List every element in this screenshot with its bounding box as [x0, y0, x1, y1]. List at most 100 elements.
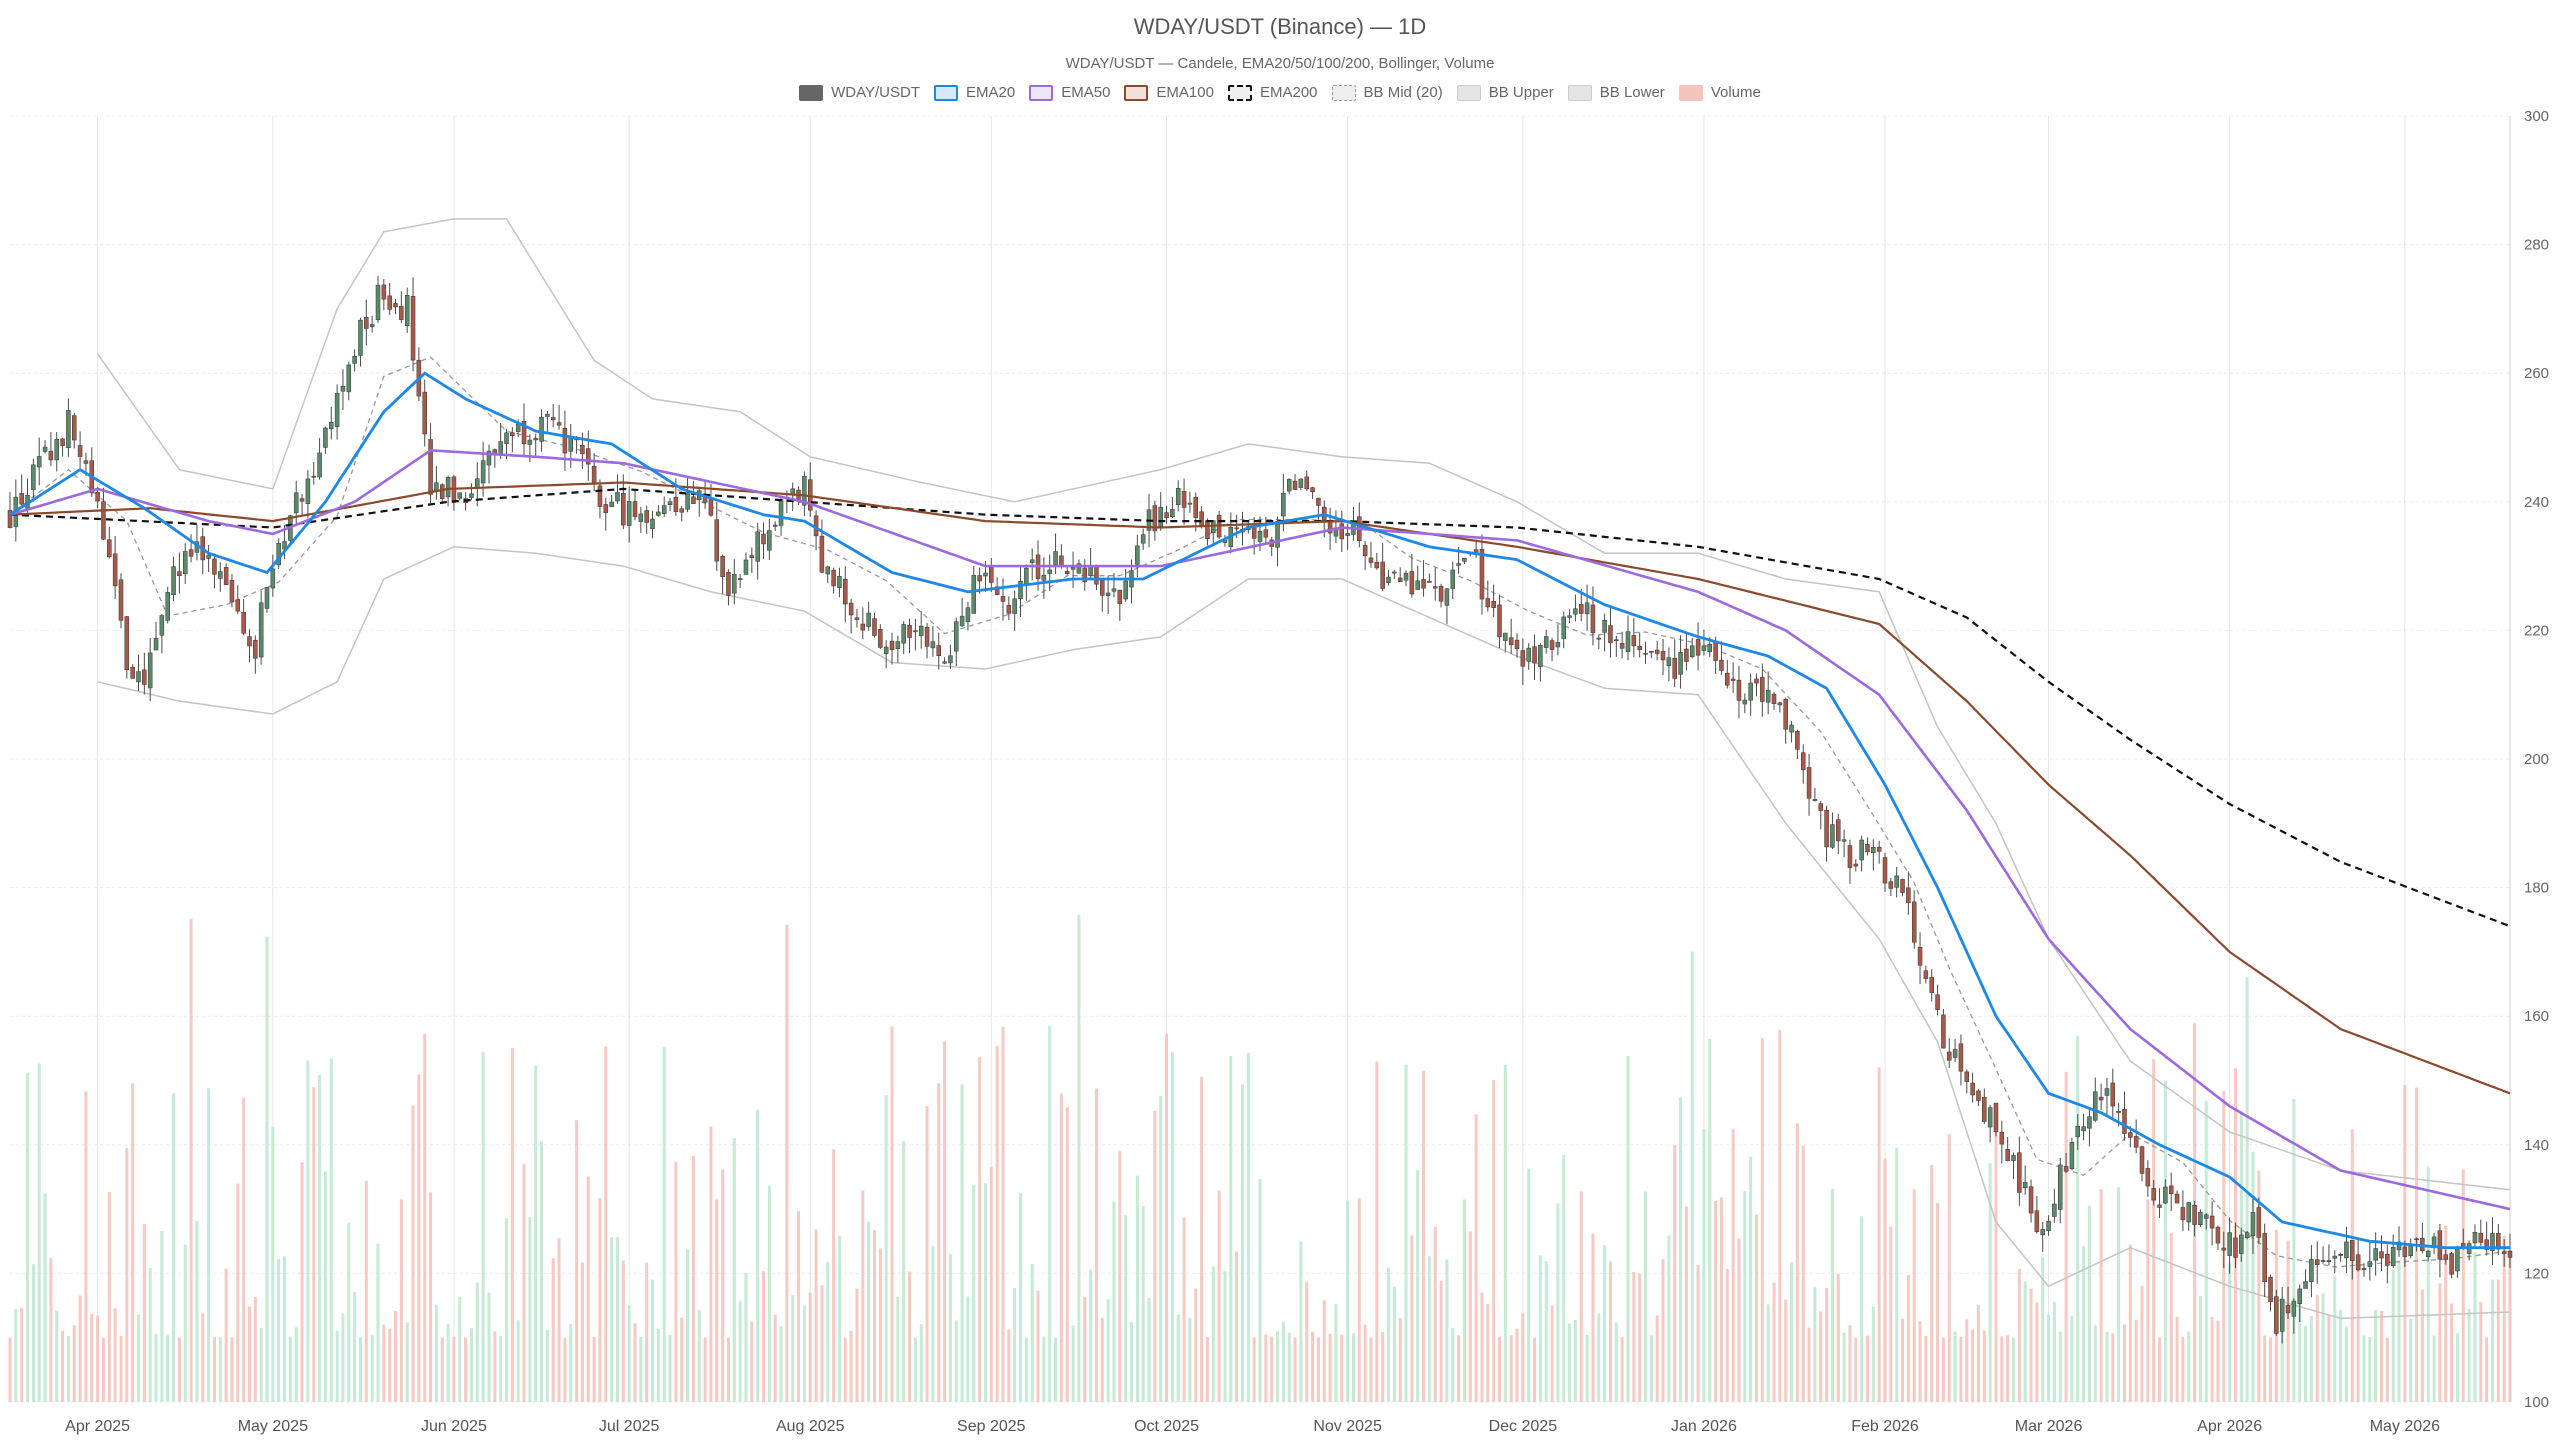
volume-bar — [1416, 1170, 1420, 1402]
candle-down — [1993, 1102, 1999, 1133]
volume-bar — [2035, 1302, 2039, 1402]
volume-bar — [2105, 1331, 2109, 1402]
candle-down — [1152, 505, 1158, 532]
legend-swatch — [1124, 84, 1149, 101]
candle-up — [2408, 1244, 2413, 1256]
candle-down — [1713, 641, 1718, 661]
candle-up — [1561, 616, 1566, 639]
volume-bar — [948, 1254, 952, 1402]
volume-bar — [2134, 1319, 2138, 1402]
legend-item[interactable]: BB Upper — [1456, 84, 1554, 101]
y-tick-label: 280 — [2524, 237, 2549, 254]
volume-bar — [1165, 1033, 1169, 1402]
candle-down — [831, 569, 836, 587]
volume-bar — [353, 1292, 357, 1402]
volume-bar — [732, 1138, 736, 1402]
volume-bar — [621, 1260, 625, 1402]
candle-up — [1894, 875, 1899, 888]
legend-label: BB Upper — [1488, 84, 1554, 101]
volume-bar — [954, 1320, 958, 1402]
candle-down — [1205, 520, 1210, 539]
volume-bar — [440, 1337, 444, 1402]
legend-item[interactable]: BB Mid (20) — [1331, 84, 1443, 101]
legend-item[interactable]: Volume — [1678, 84, 1761, 101]
candle-down — [1362, 545, 1368, 556]
volume-bar — [411, 1105, 415, 1402]
candle-down — [1100, 580, 1105, 596]
candle-up — [1987, 1107, 1993, 1128]
candle-up — [1298, 478, 1304, 488]
volume-bar — [1906, 1274, 1910, 1402]
candle-down — [784, 496, 790, 499]
candle-up — [1146, 509, 1152, 531]
candle-down — [1316, 497, 1321, 506]
candle-up — [1859, 839, 1864, 861]
legend-item[interactable]: EMA200 — [1227, 84, 1318, 101]
candle-down — [714, 519, 720, 562]
candle-down — [2478, 1232, 2484, 1243]
candle-up — [2239, 1234, 2244, 1254]
candle-down — [60, 438, 65, 446]
volume-bar — [201, 1313, 205, 1402]
volume-bar — [1719, 1197, 1723, 1402]
candle-down — [1725, 672, 1730, 686]
volume-bar — [224, 1268, 228, 1402]
volume-bar — [2455, 1333, 2459, 1402]
candle-down — [1514, 639, 1520, 649]
candle-down — [393, 303, 398, 308]
candle-up — [1584, 602, 1590, 615]
volume-bar — [166, 1335, 170, 1402]
volume-bar — [569, 1323, 573, 1402]
volume-bar — [1778, 1029, 1782, 1402]
candle-down — [1181, 491, 1187, 508]
volume-bar — [878, 1248, 882, 1402]
volume-bar — [1357, 1198, 1361, 1402]
candle-down — [1970, 1082, 1975, 1096]
candle-up — [153, 637, 159, 651]
candle-up — [340, 385, 346, 392]
candle-up — [568, 435, 573, 452]
volume-bar — [773, 1314, 777, 1402]
candle-up — [1403, 572, 1409, 581]
candle-up — [434, 482, 439, 492]
legend-label: WDAY/USDT — [831, 84, 921, 101]
candle-down — [247, 636, 252, 647]
volume-bar — [1871, 1306, 1875, 1402]
candle-down — [416, 359, 422, 397]
candle-up — [2075, 1125, 2081, 1137]
candle-up — [486, 450, 492, 466]
volume-bar — [172, 1093, 176, 1402]
candle-down — [591, 465, 597, 484]
volume-bar — [1287, 1332, 1291, 1402]
legend-item[interactable]: EMA20 — [934, 84, 1015, 101]
volume-bar — [709, 1126, 713, 1402]
candle-down — [124, 616, 130, 671]
candle-down — [1958, 1043, 1964, 1072]
volume-bar — [978, 1057, 982, 1402]
candle-up — [2069, 1142, 2075, 1170]
candle-up — [1246, 526, 1251, 531]
candle-down — [843, 578, 848, 605]
candle-down — [77, 445, 83, 457]
candle-down — [1310, 487, 1315, 493]
legend-swatch — [1029, 84, 1054, 101]
volume-bar — [207, 1088, 211, 1402]
volume-bar — [627, 1304, 631, 1402]
candle-up — [2361, 1268, 2367, 1270]
candle-up — [825, 566, 831, 575]
volume-bar — [1106, 1299, 1110, 1402]
legend-item[interactable]: BB Lower — [1567, 84, 1665, 101]
volume-bar — [382, 1324, 386, 1402]
volume-bar — [1422, 1070, 1426, 1402]
y-tick-label: 140 — [2524, 1137, 2549, 1154]
legend-swatch — [1567, 84, 1592, 101]
legend-item[interactable]: WDAY/USDT — [799, 84, 920, 101]
candle-up — [282, 541, 287, 550]
volume-bar — [148, 1267, 152, 1402]
volume-bar — [1708, 1038, 1712, 1402]
legend-item[interactable]: EMA50 — [1029, 84, 1110, 101]
volume-bar — [125, 1147, 129, 1402]
legend-item[interactable]: EMA100 — [1124, 84, 1214, 101]
candle-down — [2402, 1246, 2408, 1257]
volume-bar — [983, 1183, 987, 1402]
